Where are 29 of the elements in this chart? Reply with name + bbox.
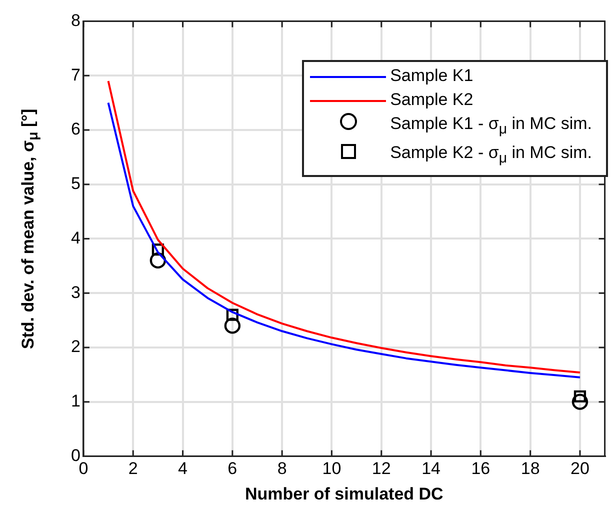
x-axis-title: Number of simulated DC [244,484,444,504]
point [224,318,241,334]
point [226,308,238,321]
y-tick-label: 1 [70,392,80,411]
y-tick-label: 4 [70,228,80,248]
x-tick-label: 8 [277,459,287,478]
x-tick-label: 18 [520,459,540,478]
point [572,394,588,410]
x-tick-label: 20 [570,459,590,478]
x-tick-label: 14 [422,459,440,478]
x-tick-label: 12 [372,459,391,478]
x-tick-label: 10 [322,459,342,478]
x-tick-label: 16 [471,459,490,478]
x-tick-label: 4 [178,459,188,478]
point [150,252,166,269]
x-tick-label: 6 [228,459,238,478]
legend-label: Sample K1 - σ$_{μ}$ in MC sim. [390,114,592,138]
legend-label: Sample K1 [390,66,474,85]
y-tick-label: 0 [70,446,80,465]
y-tick-label: 7 [70,65,80,84]
y-tick-label: 3 [70,282,80,302]
y-tick-label: 5 [70,174,80,194]
legend-label: Sample K2 - σ$_{μ}$ in MC sim. [390,143,592,167]
y-tick-label: 6 [70,120,80,139]
legend-label: Sample K2 [390,90,474,109]
y-tick-label: 8 [70,10,80,30]
x-tick-label: 2 [128,459,138,478]
y-tick-label: 2 [70,337,80,356]
point [152,244,164,256]
